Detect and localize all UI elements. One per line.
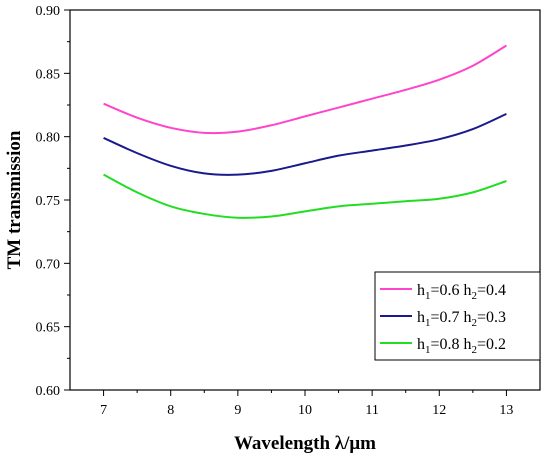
y-tick-label: 0.80 [36, 131, 61, 146]
legend-label-part: 1 [425, 344, 431, 356]
series-line-1 [103, 44, 507, 135]
legend-label-part: =0.7 h [431, 309, 472, 326]
x-tick-label: 8 [167, 403, 174, 418]
legend-label-part: h [417, 309, 425, 326]
legend-label-part: 1 [425, 317, 431, 329]
legend-label-part: 2 [472, 290, 478, 302]
y-tick-label: 0.85 [36, 67, 61, 82]
legend-box [374, 271, 541, 361]
legend: h1=0.6 h2=0.4h1=0.7 h2=0.3h1=0.8 h2=0.2 [374, 271, 541, 361]
x-tick-label: 7 [100, 403, 107, 418]
legend-label-part: =0.8 h [431, 336, 472, 353]
legend-label-part: 1 [425, 290, 431, 302]
legend-label-1: h1=0.6 h2=0.4 [417, 282, 506, 302]
legend-label-part: 2 [472, 344, 478, 356]
legend-label-2: h1=0.7 h2=0.3 [417, 309, 506, 329]
legend-label-part: =0.6 h [431, 282, 472, 299]
y-tick-label: 0.65 [36, 321, 61, 336]
y-tick-labels: 0.60 0.65 0.70 0.75 0.80 0.85 0.90 [36, 4, 61, 399]
y-tick-label: 0.70 [36, 257, 61, 272]
y-tick-label: 0.60 [36, 384, 61, 399]
x-tick-label: 12 [432, 403, 446, 418]
plot-frame [69, 9, 541, 391]
legend-label-3: h1=0.8 h2=0.2 [417, 336, 506, 356]
x-axis-title: Wavelength λ/μm [234, 433, 376, 454]
x-tick-label: 11 [365, 403, 378, 418]
x-tick-label: 13 [499, 403, 513, 418]
legend-label-part: 2 [472, 317, 478, 329]
y-tick-label: 0.75 [36, 194, 61, 209]
legend-label-part: h [417, 282, 425, 299]
legend-label-part: =0.2 [477, 336, 506, 353]
y-axis-title: TM transmission [4, 130, 25, 269]
legend-label-part: =0.4 [477, 282, 506, 299]
series-line-3 [103, 173, 507, 219]
x-tick-label: 10 [298, 403, 312, 418]
y-tick-label: 0.90 [36, 4, 61, 19]
legend-label-part: h [417, 336, 425, 353]
series-line-2 [103, 112, 507, 176]
series-layer [103, 44, 507, 219]
x-tick-label: 9 [234, 403, 241, 418]
x-tick-labels: 7 8 9 10 11 12 13 [100, 403, 513, 418]
legend-label-part: =0.3 [477, 309, 506, 326]
